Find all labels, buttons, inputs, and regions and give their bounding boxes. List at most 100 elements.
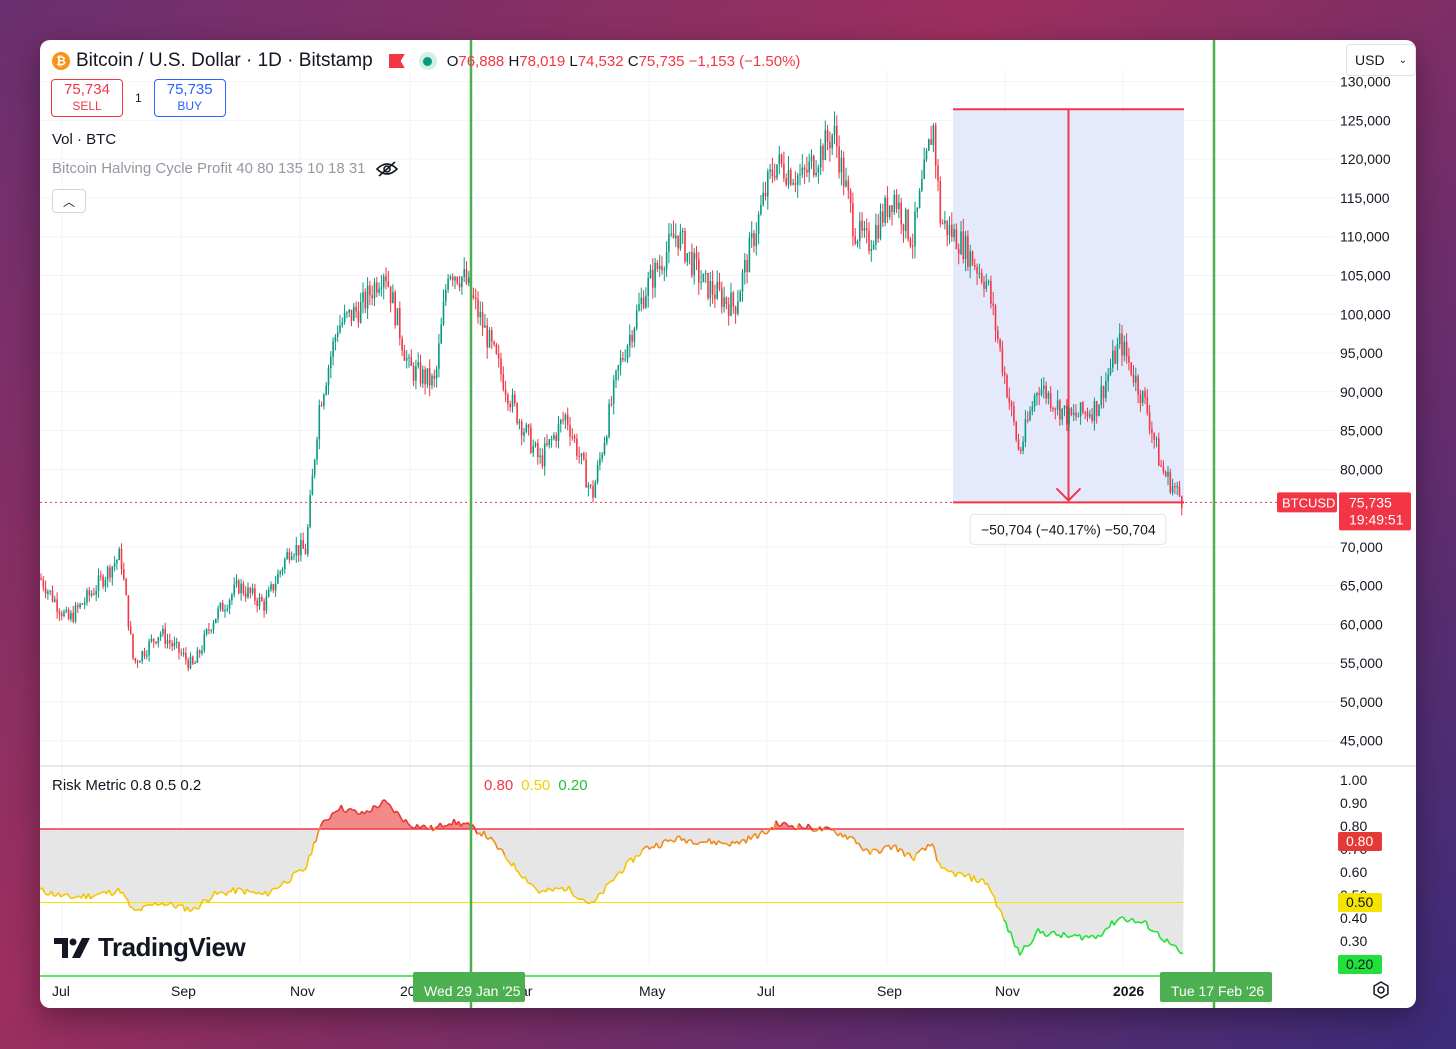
risk-line-segment <box>76 895 80 898</box>
candle-body <box>955 229 958 250</box>
candle-body <box>1024 419 1027 442</box>
risk-line-segment <box>395 810 400 815</box>
risk-line-segment <box>205 899 209 903</box>
tradingview-logo[interactable]: TradingView <box>54 932 246 963</box>
candle-body <box>152 638 155 642</box>
candle-body <box>281 569 284 572</box>
candle-body <box>546 443 548 446</box>
risk-line-segment <box>697 841 701 845</box>
candle-body <box>403 350 406 361</box>
candle-body <box>488 330 491 348</box>
candle-body <box>730 292 732 316</box>
candle-body <box>656 262 659 270</box>
market-status-icon[interactable] <box>418 52 437 70</box>
candle-body <box>610 403 613 405</box>
candle-body <box>870 249 873 251</box>
risk-line-segment <box>602 885 607 894</box>
candle-body <box>307 527 309 555</box>
sell-button[interactable]: 75,734 SELL <box>51 79 123 117</box>
candle-body <box>493 341 495 345</box>
candle-body <box>1017 439 1020 450</box>
candle-body <box>1047 393 1050 399</box>
risk-line-segment <box>954 872 959 878</box>
settings-icon[interactable] <box>1372 981 1390 999</box>
risk-line-segment <box>731 840 736 845</box>
candle-body <box>86 590 88 603</box>
candle-body <box>962 231 965 260</box>
candle-body <box>987 281 990 283</box>
risk-line-segment <box>547 887 552 891</box>
candle-body <box>263 601 265 611</box>
candle-body <box>148 641 150 656</box>
candle-body <box>95 591 97 595</box>
candle-body <box>415 366 417 381</box>
candle-body <box>980 272 983 283</box>
order-quantity[interactable]: 1 <box>135 91 142 105</box>
time-axis-tick: 20 <box>400 983 416 999</box>
risk-line-segment <box>809 826 814 832</box>
risk-metric-legend[interactable]: Risk Metric 0.8 0.5 0.2 <box>52 777 202 794</box>
risk-line-segment <box>964 874 968 878</box>
ohlc-open-label: O <box>446 52 459 70</box>
candle-body <box>624 359 626 361</box>
candle-body <box>997 330 999 340</box>
candle-body <box>240 583 242 594</box>
risk-line-segment <box>858 842 862 848</box>
risk-line-segment <box>1150 929 1154 932</box>
candle-body <box>136 661 139 663</box>
candle-body <box>426 368 429 385</box>
risk-line-segment <box>941 866 945 870</box>
candle-body <box>313 459 316 476</box>
candle-body <box>284 559 286 570</box>
candle-body <box>580 453 583 457</box>
chart-card: 130,000 125,000 120,000 115,000 110,000 105,0… <box>40 40 1416 1008</box>
volume-legend[interactable]: Vol · BTC <box>52 131 117 148</box>
flag-icon[interactable] <box>388 54 405 68</box>
candle-body <box>224 609 226 612</box>
candle-body <box>792 183 794 185</box>
risk-line-segment <box>379 799 384 806</box>
symbol-title[interactable]: Bitcoin / U.S. Dollar · 1D · Bitstamp <box>76 50 373 71</box>
candle-body <box>976 266 978 274</box>
candle-body <box>357 311 360 323</box>
risk-line-segment <box>1046 933 1051 937</box>
indicator-legend[interactable]: Bitcoin Halving Cycle Profit 40 80 135 1… <box>52 160 398 177</box>
risk-line-segment <box>1148 928 1152 932</box>
risk-line-segment <box>938 862 943 869</box>
collapse-legend-button[interactable]: ︿ <box>52 189 86 213</box>
candle-body <box>166 640 169 644</box>
risk-line-segment <box>745 835 750 844</box>
buy-button[interactable]: 75,735 BUY <box>153 79 226 117</box>
risk-line-segment <box>1177 950 1182 955</box>
currency-select[interactable]: USD ⌄ <box>1346 44 1416 76</box>
candle-body <box>486 325 488 348</box>
candle-body <box>311 475 314 496</box>
risk-line-segment <box>589 901 593 904</box>
risk-axis-tick: 0.30 <box>1340 933 1367 949</box>
candle-body <box>1128 356 1130 363</box>
candle-body <box>47 591 49 594</box>
candle-body <box>527 424 530 428</box>
candle-body <box>606 436 608 443</box>
candle-body <box>971 251 974 266</box>
candle-body <box>1148 412 1151 429</box>
eye-hidden-icon[interactable] <box>375 160 398 177</box>
candle-body <box>640 297 643 305</box>
candle-body <box>810 156 813 162</box>
candle-body <box>369 285 371 296</box>
candle-body <box>532 445 534 453</box>
candle-body <box>1049 393 1052 409</box>
risk-line-segment <box>391 808 395 814</box>
risk-line-segment <box>761 830 766 835</box>
risk-line-segment <box>1000 911 1005 920</box>
risk-line-segment <box>975 880 979 884</box>
candle-body <box>928 139 930 151</box>
candle-body <box>60 613 63 617</box>
symbol-header[interactable]: ₿ Bitcoin / U.S. Dollar · 1D · Bitstamp … <box>52 50 800 72</box>
candle-body <box>332 341 334 357</box>
candle-body <box>394 292 396 326</box>
candle-body <box>684 230 686 262</box>
chevron-up-icon: ︿ <box>62 194 75 209</box>
chart-canvas[interactable]: 130,000 125,000 120,000 115,000 110,000 105,0… <box>40 40 1416 1008</box>
candle-body <box>622 357 624 360</box>
